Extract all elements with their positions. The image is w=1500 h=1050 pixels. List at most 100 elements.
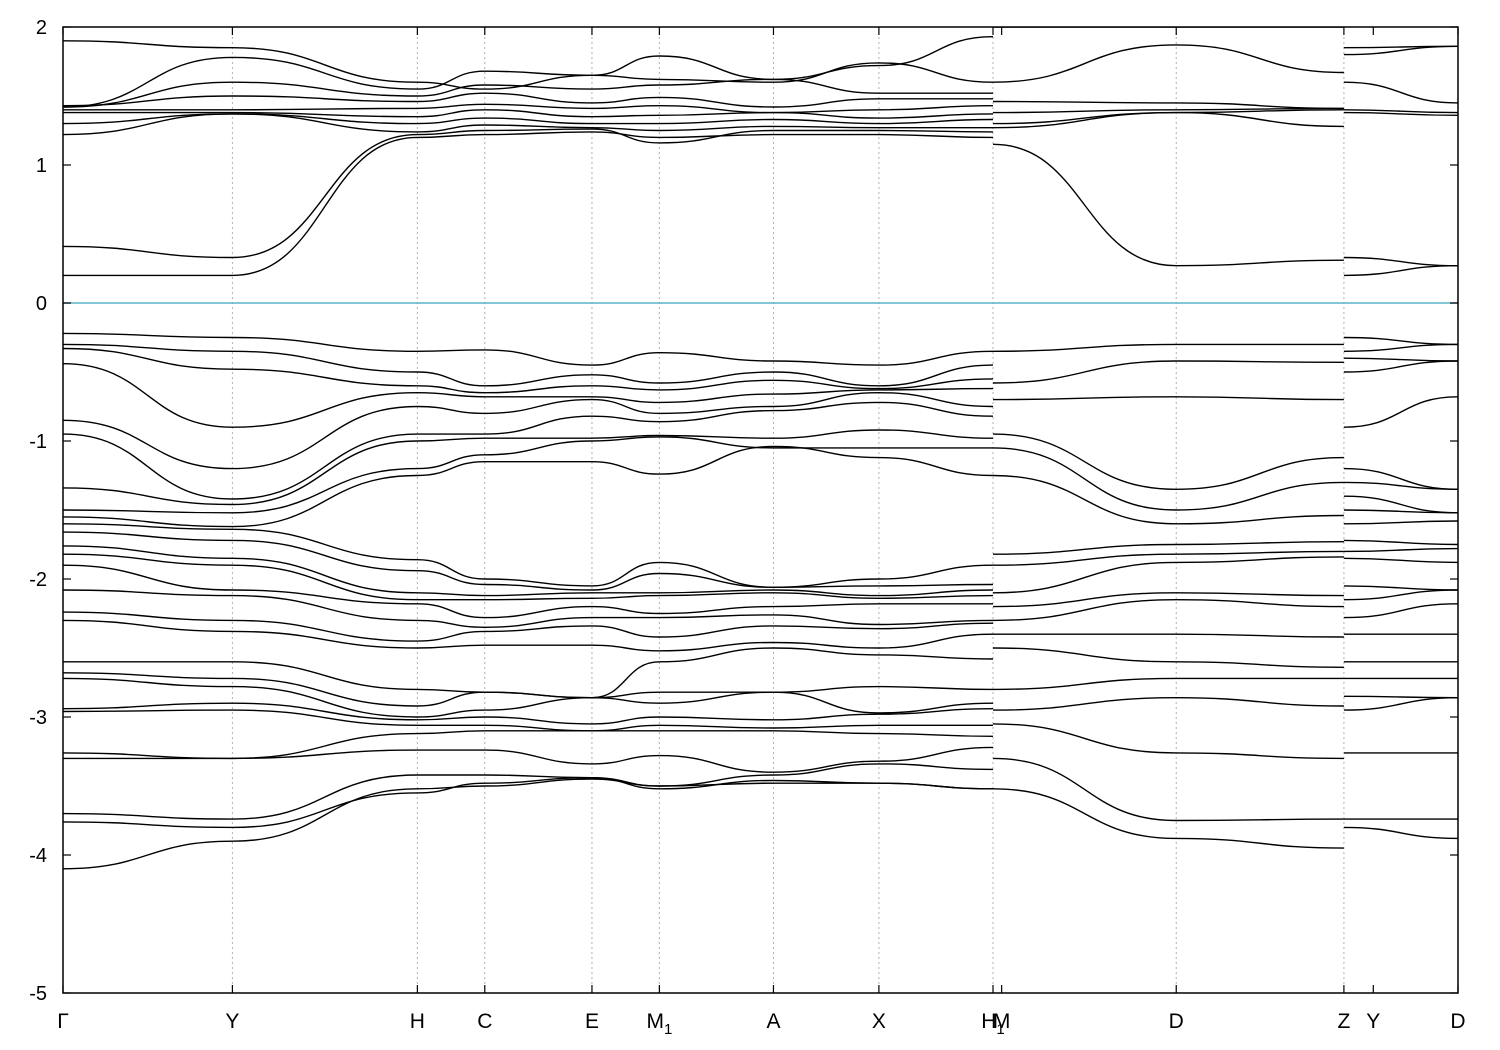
band-line: [1343, 481, 1458, 490]
band-line: [992, 109, 1344, 125]
x-tick-label: Z: [1337, 1010, 1350, 1033]
band-line: [992, 447, 1344, 511]
band-line: [63, 401, 994, 500]
band-line: [63, 564, 993, 619]
grid-lines: [231, 27, 1345, 993]
band-line: [992, 757, 1344, 822]
y-tick-label: -4: [29, 845, 47, 867]
band-line: [1343, 336, 1458, 346]
band-line: [992, 360, 1344, 384]
band-line: [992, 100, 1344, 110]
band-line: [1343, 343, 1458, 352]
band-line: [63, 531, 994, 591]
band-line: [992, 556, 1344, 594]
x-tick-label: D: [1450, 1010, 1465, 1033]
band-line: [63, 343, 994, 387]
band-line: [63, 672, 994, 707]
x-tick-label: Y: [1366, 1010, 1380, 1033]
band-line: [992, 433, 1344, 491]
band-line: [992, 111, 1344, 129]
x-tick-label: M1: [646, 1010, 672, 1038]
band-line: [1343, 256, 1458, 267]
band-line: [63, 778, 994, 870]
band-line: [1343, 547, 1458, 553]
x-tick-label: X: [872, 1010, 886, 1033]
band-line: [1343, 826, 1458, 840]
band-line: [1343, 509, 1458, 514]
band-line: [63, 332, 994, 366]
band-line: [63, 746, 994, 773]
x-tick-label: Γ: [57, 1010, 69, 1033]
x-tick-label: M: [993, 1010, 1011, 1033]
band-line: [63, 611, 994, 642]
band-line: [1343, 585, 1458, 591]
band-line: [1343, 697, 1458, 711]
x-tick-label: Y: [225, 1010, 239, 1033]
band-line: [63, 677, 994, 718]
band-line: [1343, 603, 1458, 619]
band-line: [992, 723, 1344, 760]
band-line: [1343, 111, 1458, 116]
band-line: [992, 598, 1344, 622]
band-line: [63, 647, 994, 699]
band-line: [63, 709, 993, 732]
band-line: [63, 128, 994, 259]
band-line: [63, 347, 994, 394]
band-line: [63, 429, 994, 506]
band-line: [1343, 557, 1458, 564]
band-line: [63, 763, 994, 820]
band-line: [1343, 539, 1458, 546]
band-line: [63, 56, 994, 108]
band-line: [1343, 520, 1458, 525]
band-line: [63, 553, 994, 601]
y-tick-label: -5: [29, 983, 47, 1005]
band-line: [992, 474, 1344, 525]
band-line: [992, 107, 1344, 114]
band-line: [992, 633, 1344, 638]
band-line: [63, 391, 994, 470]
y-tick-label: 1: [36, 155, 47, 177]
band-line: [63, 589, 994, 629]
band-line: [63, 131, 994, 277]
band-line: [63, 436, 993, 514]
band-line: [63, 92, 993, 108]
band-line: [63, 78, 993, 108]
band-line: [1343, 45, 1458, 49]
band-line: [992, 44, 1344, 83]
band-line: [63, 363, 994, 428]
y-tick-label: 0: [36, 293, 47, 315]
band-line: [1343, 109, 1458, 114]
x-tick-label: H1: [981, 1010, 1005, 1038]
band-line: [992, 550, 1344, 566]
band-line: [992, 143, 1344, 267]
band-line: [63, 103, 994, 114]
x-axis: Γ Y H C E M1 A X H1M D Z Y D: [57, 27, 1466, 1038]
x-tick-label: A: [766, 1010, 780, 1033]
band-line: [992, 696, 1344, 711]
band-line: [1343, 265, 1458, 277]
band-line: [992, 343, 1344, 352]
band-line: [63, 545, 994, 597]
x-tick-label: C: [477, 1010, 492, 1033]
y-tick-label: 2: [36, 17, 47, 39]
bands-layer: [63, 27, 1458, 870]
band-line: [63, 113, 994, 125]
band-line: [63, 619, 994, 652]
band-line: [63, 776, 994, 829]
band-line: [63, 445, 994, 528]
band-line: [992, 647, 1344, 668]
band-line: [1343, 396, 1458, 428]
band-line: [63, 36, 994, 90]
band-line: [992, 541, 1344, 555]
band-line: [63, 523, 994, 589]
band-line: [992, 396, 1344, 401]
band-line: [1343, 81, 1458, 104]
plot-frame: [62, 26, 1459, 994]
y-tick-label: -2: [29, 569, 47, 591]
band-line: [63, 109, 994, 119]
band-line: [1343, 360, 1458, 373]
band-line: [992, 677, 1344, 691]
y-axis: 2 1 0 -1 -2 -3 -4 -5: [29, 17, 1458, 1005]
band-line: [63, 702, 994, 725]
